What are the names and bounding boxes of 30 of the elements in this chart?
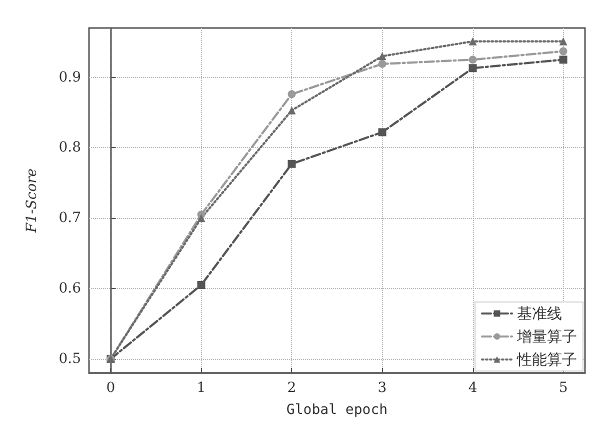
point xyxy=(559,37,568,46)
point xyxy=(197,214,206,222)
point xyxy=(559,56,568,64)
x-axis-title: Global epoch xyxy=(286,402,388,418)
legend-label: 增量算子 xyxy=(516,328,577,346)
y-tick-label: 0.9 xyxy=(58,69,81,86)
point xyxy=(288,106,296,114)
x-tick-label: 3 xyxy=(378,380,387,396)
y-axis-title: F1-Score xyxy=(24,168,40,234)
x-tick-label: 0 xyxy=(106,380,116,396)
point xyxy=(197,280,206,289)
point xyxy=(378,60,386,68)
y-tick-label: 0.5 xyxy=(58,350,81,367)
legend-label: 基准线 xyxy=(517,304,562,322)
point xyxy=(559,47,568,56)
point xyxy=(288,160,296,168)
y-tick-label: 0.8 xyxy=(58,140,81,156)
legend-label: 性能算子 xyxy=(516,350,577,368)
point xyxy=(468,37,477,46)
x-tick-label: 2 xyxy=(287,380,296,396)
x-tick-label: 1 xyxy=(196,380,206,396)
point xyxy=(288,90,296,98)
y-tick-label: 0.6 xyxy=(58,280,82,297)
point xyxy=(378,128,386,136)
point xyxy=(378,52,386,60)
x-tick-label: 4 xyxy=(468,380,478,396)
point xyxy=(468,56,477,64)
y-tick-label: 0.7 xyxy=(58,210,81,226)
x-tick-label: 5 xyxy=(558,380,568,396)
point xyxy=(468,64,477,72)
